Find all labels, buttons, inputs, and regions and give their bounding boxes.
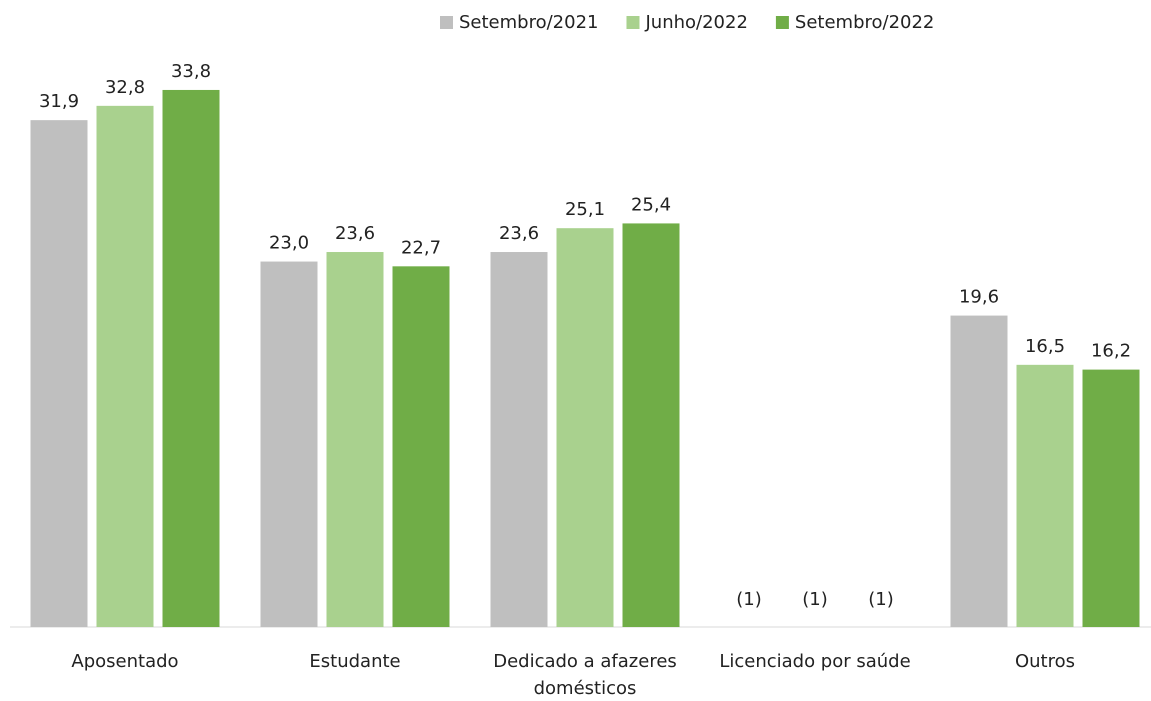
x-tick-label: Estudante bbox=[309, 651, 401, 672]
bar bbox=[1016, 364, 1074, 627]
bar bbox=[556, 228, 614, 627]
legend-swatch bbox=[775, 16, 789, 29]
x-tick-label: Licenciado por saúde bbox=[719, 651, 911, 672]
legend-label: Setembro/2021 bbox=[459, 12, 598, 33]
legend-label: Setembro/2022 bbox=[795, 12, 934, 33]
bar bbox=[1082, 369, 1140, 627]
legend-swatch bbox=[440, 16, 453, 29]
bar bbox=[30, 120, 88, 628]
data-label: 23,0 bbox=[269, 233, 309, 254]
data-label: 25,1 bbox=[565, 199, 605, 220]
legend-label: Junho/2022 bbox=[644, 12, 747, 33]
bar bbox=[622, 223, 680, 627]
data-label: 23,6 bbox=[335, 223, 375, 244]
x-tick-label: Aposentado bbox=[71, 651, 179, 672]
x-tick-label: Outros bbox=[1014, 651, 1076, 672]
data-label: (1) bbox=[802, 589, 828, 610]
data-label: 32,8 bbox=[105, 77, 145, 98]
legend-swatch bbox=[626, 16, 640, 29]
x-tick-label: Dedicado a afazeres domésticos bbox=[493, 651, 677, 699]
data-label: 22,7 bbox=[401, 237, 441, 258]
bar bbox=[326, 252, 384, 627]
data-label: 23,6 bbox=[499, 223, 539, 244]
bar bbox=[162, 89, 220, 627]
bar bbox=[392, 266, 450, 627]
data-label: 16,2 bbox=[1091, 341, 1131, 362]
data-label: 19,6 bbox=[959, 287, 999, 308]
data-label: 16,5 bbox=[1025, 336, 1065, 357]
data-label: (1) bbox=[868, 589, 894, 610]
data-label: 25,4 bbox=[631, 194, 671, 215]
data-label: 33,8 bbox=[171, 61, 211, 82]
data-label: (1) bbox=[736, 589, 762, 610]
bar bbox=[950, 315, 1008, 627]
bar bbox=[260, 261, 318, 627]
data-label: 31,9 bbox=[39, 91, 79, 112]
bar bbox=[96, 105, 154, 628]
bar bbox=[490, 252, 548, 627]
